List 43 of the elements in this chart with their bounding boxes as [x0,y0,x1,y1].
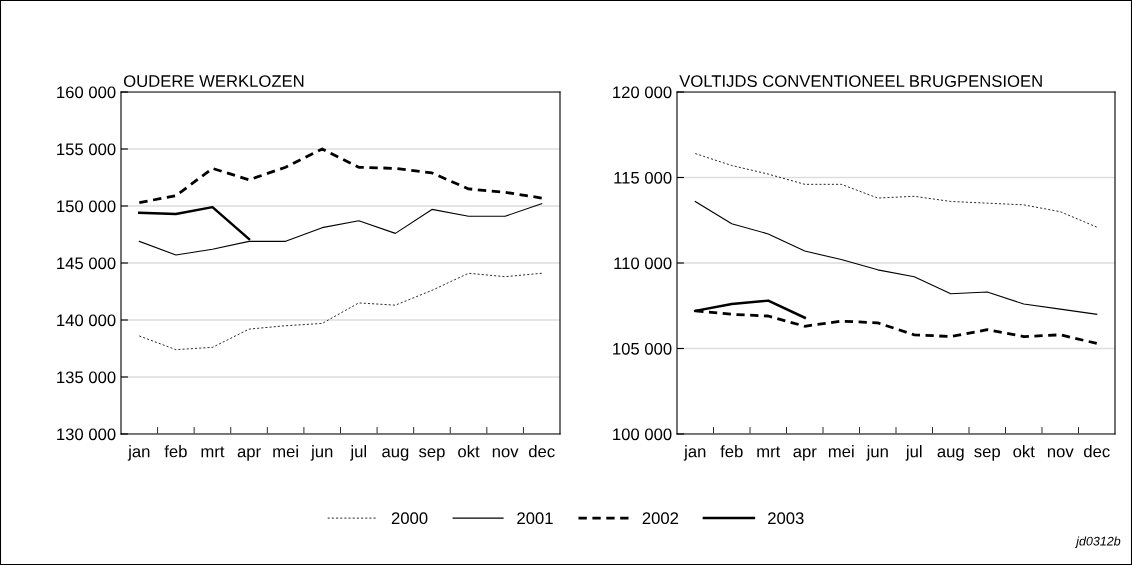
x-tick-label: jul [350,445,367,461]
x-tick-label: feb [164,445,187,458]
x-tick-label: jan [127,445,150,461]
chart-title: VOLTIJDS CONVENTIONEEL BRUGPENSIOEN [679,75,1042,87]
x-tick-label: aug [937,448,964,461]
y-tick-label: 120 000 [613,86,672,99]
x-tick-label: aug [382,448,409,461]
x-tick-label: dec [1084,445,1110,458]
x-tick-label: nov [492,448,519,458]
x-tick-label: mei [273,445,298,458]
y-tick-label: 140 000 [57,314,116,327]
x-tick-label: mrt [201,446,225,458]
x-tick-label: jun [310,445,333,461]
y-tick-label: 110 000 [614,257,672,270]
y-tick-label: 150 000 [57,200,116,213]
y-tick-label: 105 000 [613,342,672,355]
x-tick-label: apr [237,448,261,461]
y-tick-label: 130 000 [57,428,116,441]
y-tick-label: 155 000 [57,143,116,156]
y-tick-label: 135 000 [57,371,116,384]
y-tick-label: 145 000 [57,257,116,270]
y-tick-label: 160 000 [57,86,116,99]
x-tick-label: mrt [757,446,781,458]
x-tick-label: nov [1047,448,1074,458]
legend-label: 2000 [391,512,428,525]
x-tick-label: mei [828,445,854,458]
x-tick-label: jan [683,445,706,461]
y-tick-label: 100 000 [613,428,672,441]
x-tick-label: sep [418,448,445,461]
chart-title: OUDERE WERKLOZEN [123,75,304,87]
x-tick-label: sep [974,448,1000,461]
x-tick-label: dec [528,445,555,458]
legend-label: 2001 [517,512,553,525]
x-tick-label: jul [905,445,922,461]
legend-label: 2002 [642,512,679,525]
x-tick-label: jun [866,445,888,461]
legend-label: 2003 [768,512,804,525]
text: jd0312b [1074,536,1121,549]
x-tick-label: okt [458,445,480,458]
x-tick-label: feb [720,445,743,458]
y-tick-label: 115 000 [614,171,672,184]
x-tick-label: apr [793,448,817,461]
x-tick-label: okt [1013,445,1035,458]
